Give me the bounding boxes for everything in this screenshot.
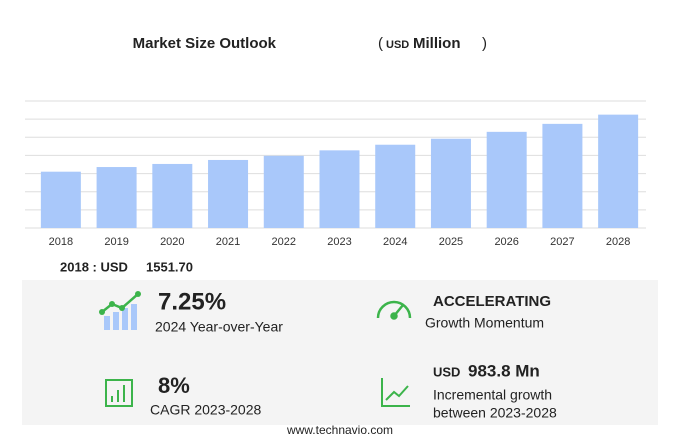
growth-icon xyxy=(99,291,141,330)
unit-close: ) xyxy=(482,35,487,52)
bar xyxy=(263,155,304,228)
kpi-label: CAGR 2023-2028 xyxy=(150,402,262,418)
kpi-label: Incremental growth xyxy=(433,387,552,403)
kpi-value: 983.8 Mn xyxy=(468,361,540,380)
bar xyxy=(542,123,583,228)
bar xyxy=(375,144,416,228)
x-tick-label: 2027 xyxy=(550,236,574,248)
x-tick-label: 2022 xyxy=(272,236,296,248)
x-tick-label: 2024 xyxy=(383,236,407,248)
line-icon xyxy=(381,378,410,407)
x-tick-label: 2021 xyxy=(216,236,240,248)
x-tick-label: 2028 xyxy=(606,236,630,248)
kpi-panel xyxy=(22,280,658,425)
bar xyxy=(40,171,81,228)
gauge-icon xyxy=(376,300,412,320)
chart-title: Market Size Outlook xyxy=(133,35,277,52)
bar xyxy=(208,159,249,228)
unit-open: ( xyxy=(378,35,383,52)
kpi-label: 2024 Year-over-Year xyxy=(155,319,283,335)
x-tick-label: 2018 xyxy=(49,236,73,248)
x-tick-label: 2026 xyxy=(494,236,518,248)
unit-currency: USD xyxy=(386,39,409,51)
chart-icon xyxy=(105,379,133,407)
x-tick-label: 2025 xyxy=(439,236,463,248)
bar xyxy=(486,131,527,228)
bar xyxy=(430,138,471,228)
kpi-value: 7.25% xyxy=(158,288,226,315)
bar xyxy=(598,114,639,228)
kpi-value: 8% xyxy=(158,373,190,398)
x-tick-label: 2020 xyxy=(160,236,184,248)
unit-name: Million xyxy=(413,35,461,52)
base-label: 2018 : USD xyxy=(60,259,128,274)
bar xyxy=(319,150,360,228)
kpi-label: between 2023-2028 xyxy=(433,405,557,421)
kpi-prefix: USD xyxy=(433,364,460,379)
x-tick-label: 2023 xyxy=(327,236,351,248)
bar xyxy=(96,167,137,228)
base-value: 1551.70 xyxy=(146,259,193,274)
x-tick-label: 2019 xyxy=(104,236,128,248)
footer: www.technavio.com xyxy=(286,423,393,437)
kpi-value: ACCELERATING xyxy=(433,293,551,310)
kpi-label: Growth Momentum xyxy=(425,315,544,331)
bar xyxy=(152,163,193,228)
